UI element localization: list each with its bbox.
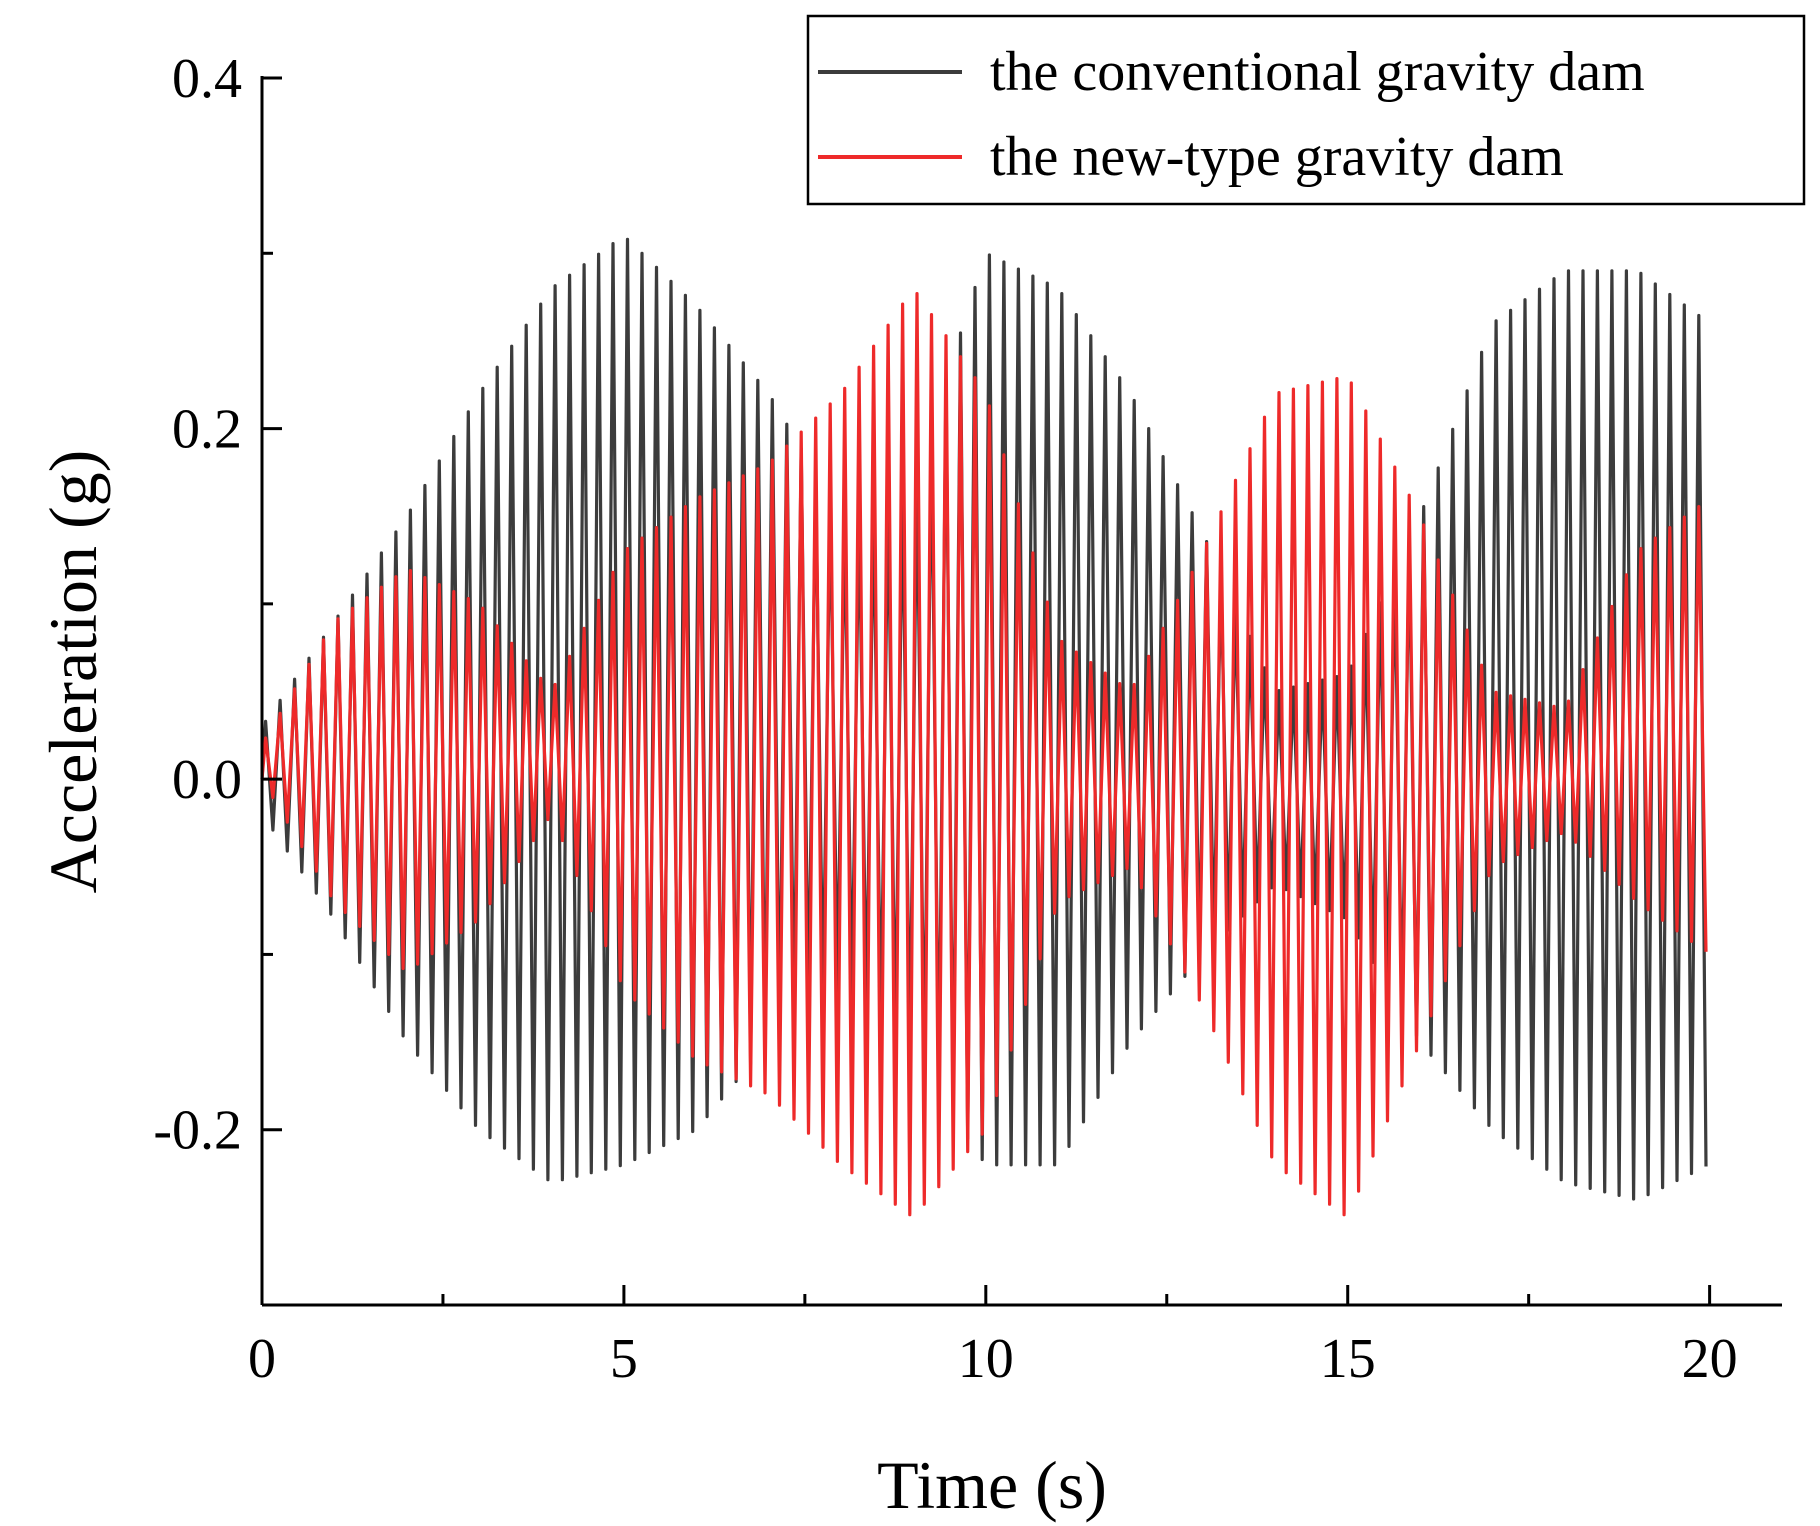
legend-label-conventional: the conventional gravity dam [990,41,1645,103]
y-tick-label: -0.2 [153,1100,242,1162]
axes: 0 5 10 15 20 -0.2 0.0 0.2 0.4 Time (s) Acceleratio… [35,48,1782,1523]
plot-area [260,237,1708,1217]
x-tick-label: 0 [248,1328,276,1390]
x-tick-label: 10 [958,1328,1014,1390]
x-tick-label: 5 [610,1328,638,1390]
y-axis-title: Acceleration (g) [35,450,111,894]
series-line-conventional [260,237,1708,1201]
y-tick-label: 0.4 [172,48,242,110]
series-line-new-type [260,292,1708,1217]
x-axis-title: Time (s) [877,1447,1107,1523]
legend: the conventional gravity dam the new-type… [806,14,1806,206]
legend-box [806,14,1806,206]
y-tick-label: 0.0 [172,749,242,811]
y-tick-label: 0.2 [172,399,242,461]
x-tick-label: 20 [1682,1328,1738,1390]
x-tick-label: 15 [1320,1328,1376,1390]
legend-label-new-type: the new-type gravity dam [990,126,1564,188]
